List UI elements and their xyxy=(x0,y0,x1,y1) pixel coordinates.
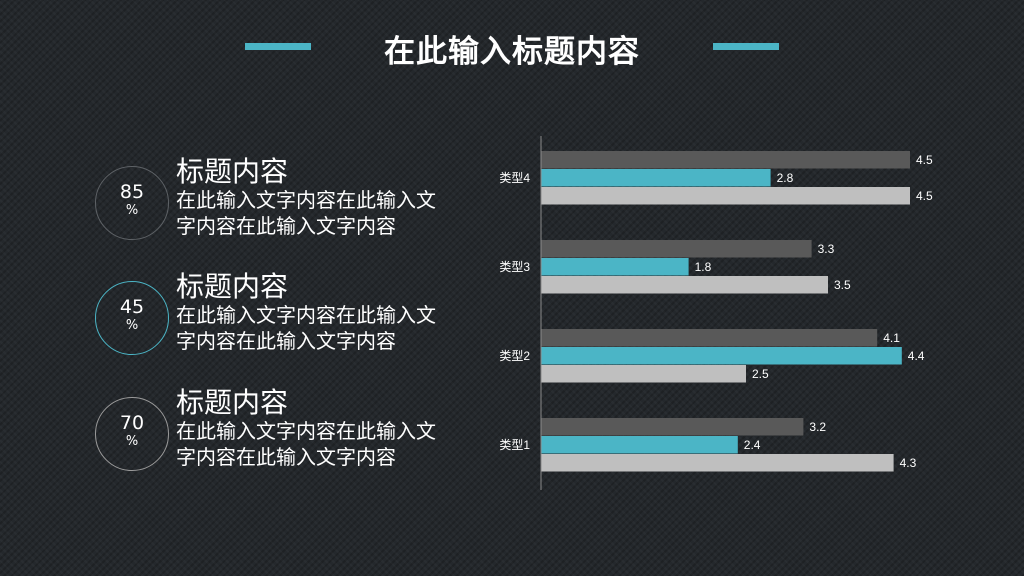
bar xyxy=(541,240,812,258)
item-heading: 标题内容 xyxy=(176,270,289,303)
bar xyxy=(541,151,910,169)
data-label: 4.1 xyxy=(883,331,900,345)
item-heading: 标题内容 xyxy=(176,155,289,188)
data-label: 4.5 xyxy=(916,153,933,167)
item-text: 在此输入文字内容在此输入文字内容在此输入文字内容 xyxy=(176,419,436,469)
percent-unit: % xyxy=(125,203,139,218)
category-label: 类型2 xyxy=(499,349,530,363)
bar xyxy=(541,347,902,365)
item-text: 在此输入文字内容在此输入文字内容在此输入文字内容 xyxy=(176,188,436,238)
category-label: 类型1 xyxy=(499,438,530,452)
stat-item-3: 70% 标题内容 在此输入文字内容在此输入文字内容在此输入文字内容 xyxy=(95,386,455,486)
bar xyxy=(541,436,738,454)
data-label: 3.3 xyxy=(818,242,835,256)
bar xyxy=(541,454,894,472)
percent-unit: % xyxy=(125,434,139,449)
percent-value: 85 xyxy=(119,181,145,203)
percent-ring: 85% xyxy=(95,166,169,240)
data-label: 2.8 xyxy=(777,171,794,185)
bar xyxy=(541,258,689,276)
percent-value: 45 xyxy=(119,296,145,318)
category-label: 类型4 xyxy=(499,171,530,185)
data-label: 4.5 xyxy=(916,189,933,203)
stat-item-1: 85% 标题内容 在此输入文字内容在此输入文字内容在此输入文字内容 xyxy=(95,155,455,255)
percent-ring: 70% xyxy=(95,397,169,471)
page-title: 在此输入标题内容 xyxy=(384,34,640,70)
bar xyxy=(541,169,771,187)
percent-ring: 45% xyxy=(95,281,169,355)
data-label: 4.3 xyxy=(900,456,917,470)
title-accent-left xyxy=(245,43,311,50)
item-heading: 标题内容 xyxy=(176,386,289,419)
category-label: 类型3 xyxy=(499,260,530,274)
data-label: 4.4 xyxy=(908,349,925,363)
bar xyxy=(541,329,878,347)
bar xyxy=(541,187,910,205)
data-label: 2.4 xyxy=(744,438,761,452)
data-label: 3.5 xyxy=(834,278,851,292)
data-label: 1.8 xyxy=(695,260,712,274)
data-label: 2.5 xyxy=(752,367,769,381)
bar xyxy=(541,365,746,383)
bar xyxy=(541,418,804,436)
title-accent-right xyxy=(713,43,779,50)
stat-item-2: 45% 标题内容 在此输入文字内容在此输入文字内容在此输入文字内容 xyxy=(95,270,455,370)
item-text: 在此输入文字内容在此输入文字内容在此输入文字内容 xyxy=(176,303,436,353)
bar xyxy=(541,276,828,294)
percent-unit: % xyxy=(125,318,139,333)
percent-value: 70 xyxy=(119,412,145,434)
data-label: 3.2 xyxy=(809,420,826,434)
